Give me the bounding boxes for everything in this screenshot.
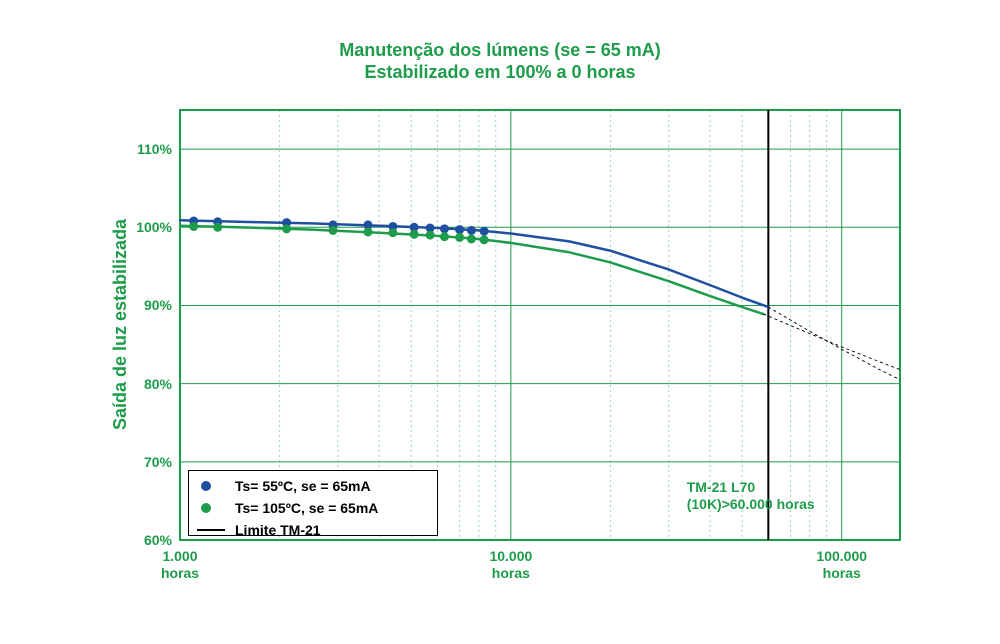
legend-marker-line-icon [197,529,225,531]
y-tick-label: 100% [0,219,172,235]
legend-label: Ts= 55ºC, se = 65mA [235,478,371,494]
y-tick-label: 80% [0,376,172,392]
legend-item: Ts= 55ºC, se = 65mA [197,475,429,497]
x-tick-labels: 1.000 horas 10.000 horas 100.000 horas [0,548,1000,608]
x-tick-label: 100.000 horas [816,548,867,582]
x-tick-label: 1.000 horas [161,548,199,582]
legend-label: Ts= 105ºC, se = 65mA [235,500,378,516]
y-tick-label: 110% [0,141,172,157]
y-tick-label: 60% [0,532,172,548]
y-tick-label: 70% [0,454,172,470]
legend-marker-circle-icon [201,503,211,513]
tm21-annotation: TM-21 L70 (10K)>60.000 horas [687,479,815,514]
y-tick-label: 90% [0,297,172,313]
legend-item: Ts= 105ºC, se = 65mA [197,497,429,519]
legend-label: Limite TM-21 [235,522,321,538]
legend-marker-circle-icon [201,481,211,491]
legend-item: Limite TM-21 [197,519,429,541]
legend: Ts= 55ºC, se = 65mA Ts= 105ºC, se = 65mA L… [188,470,438,536]
x-tick-label: 10.000 horas [489,548,532,582]
page: { "chart": { "type": "line", "title_line… [0,0,1000,644]
